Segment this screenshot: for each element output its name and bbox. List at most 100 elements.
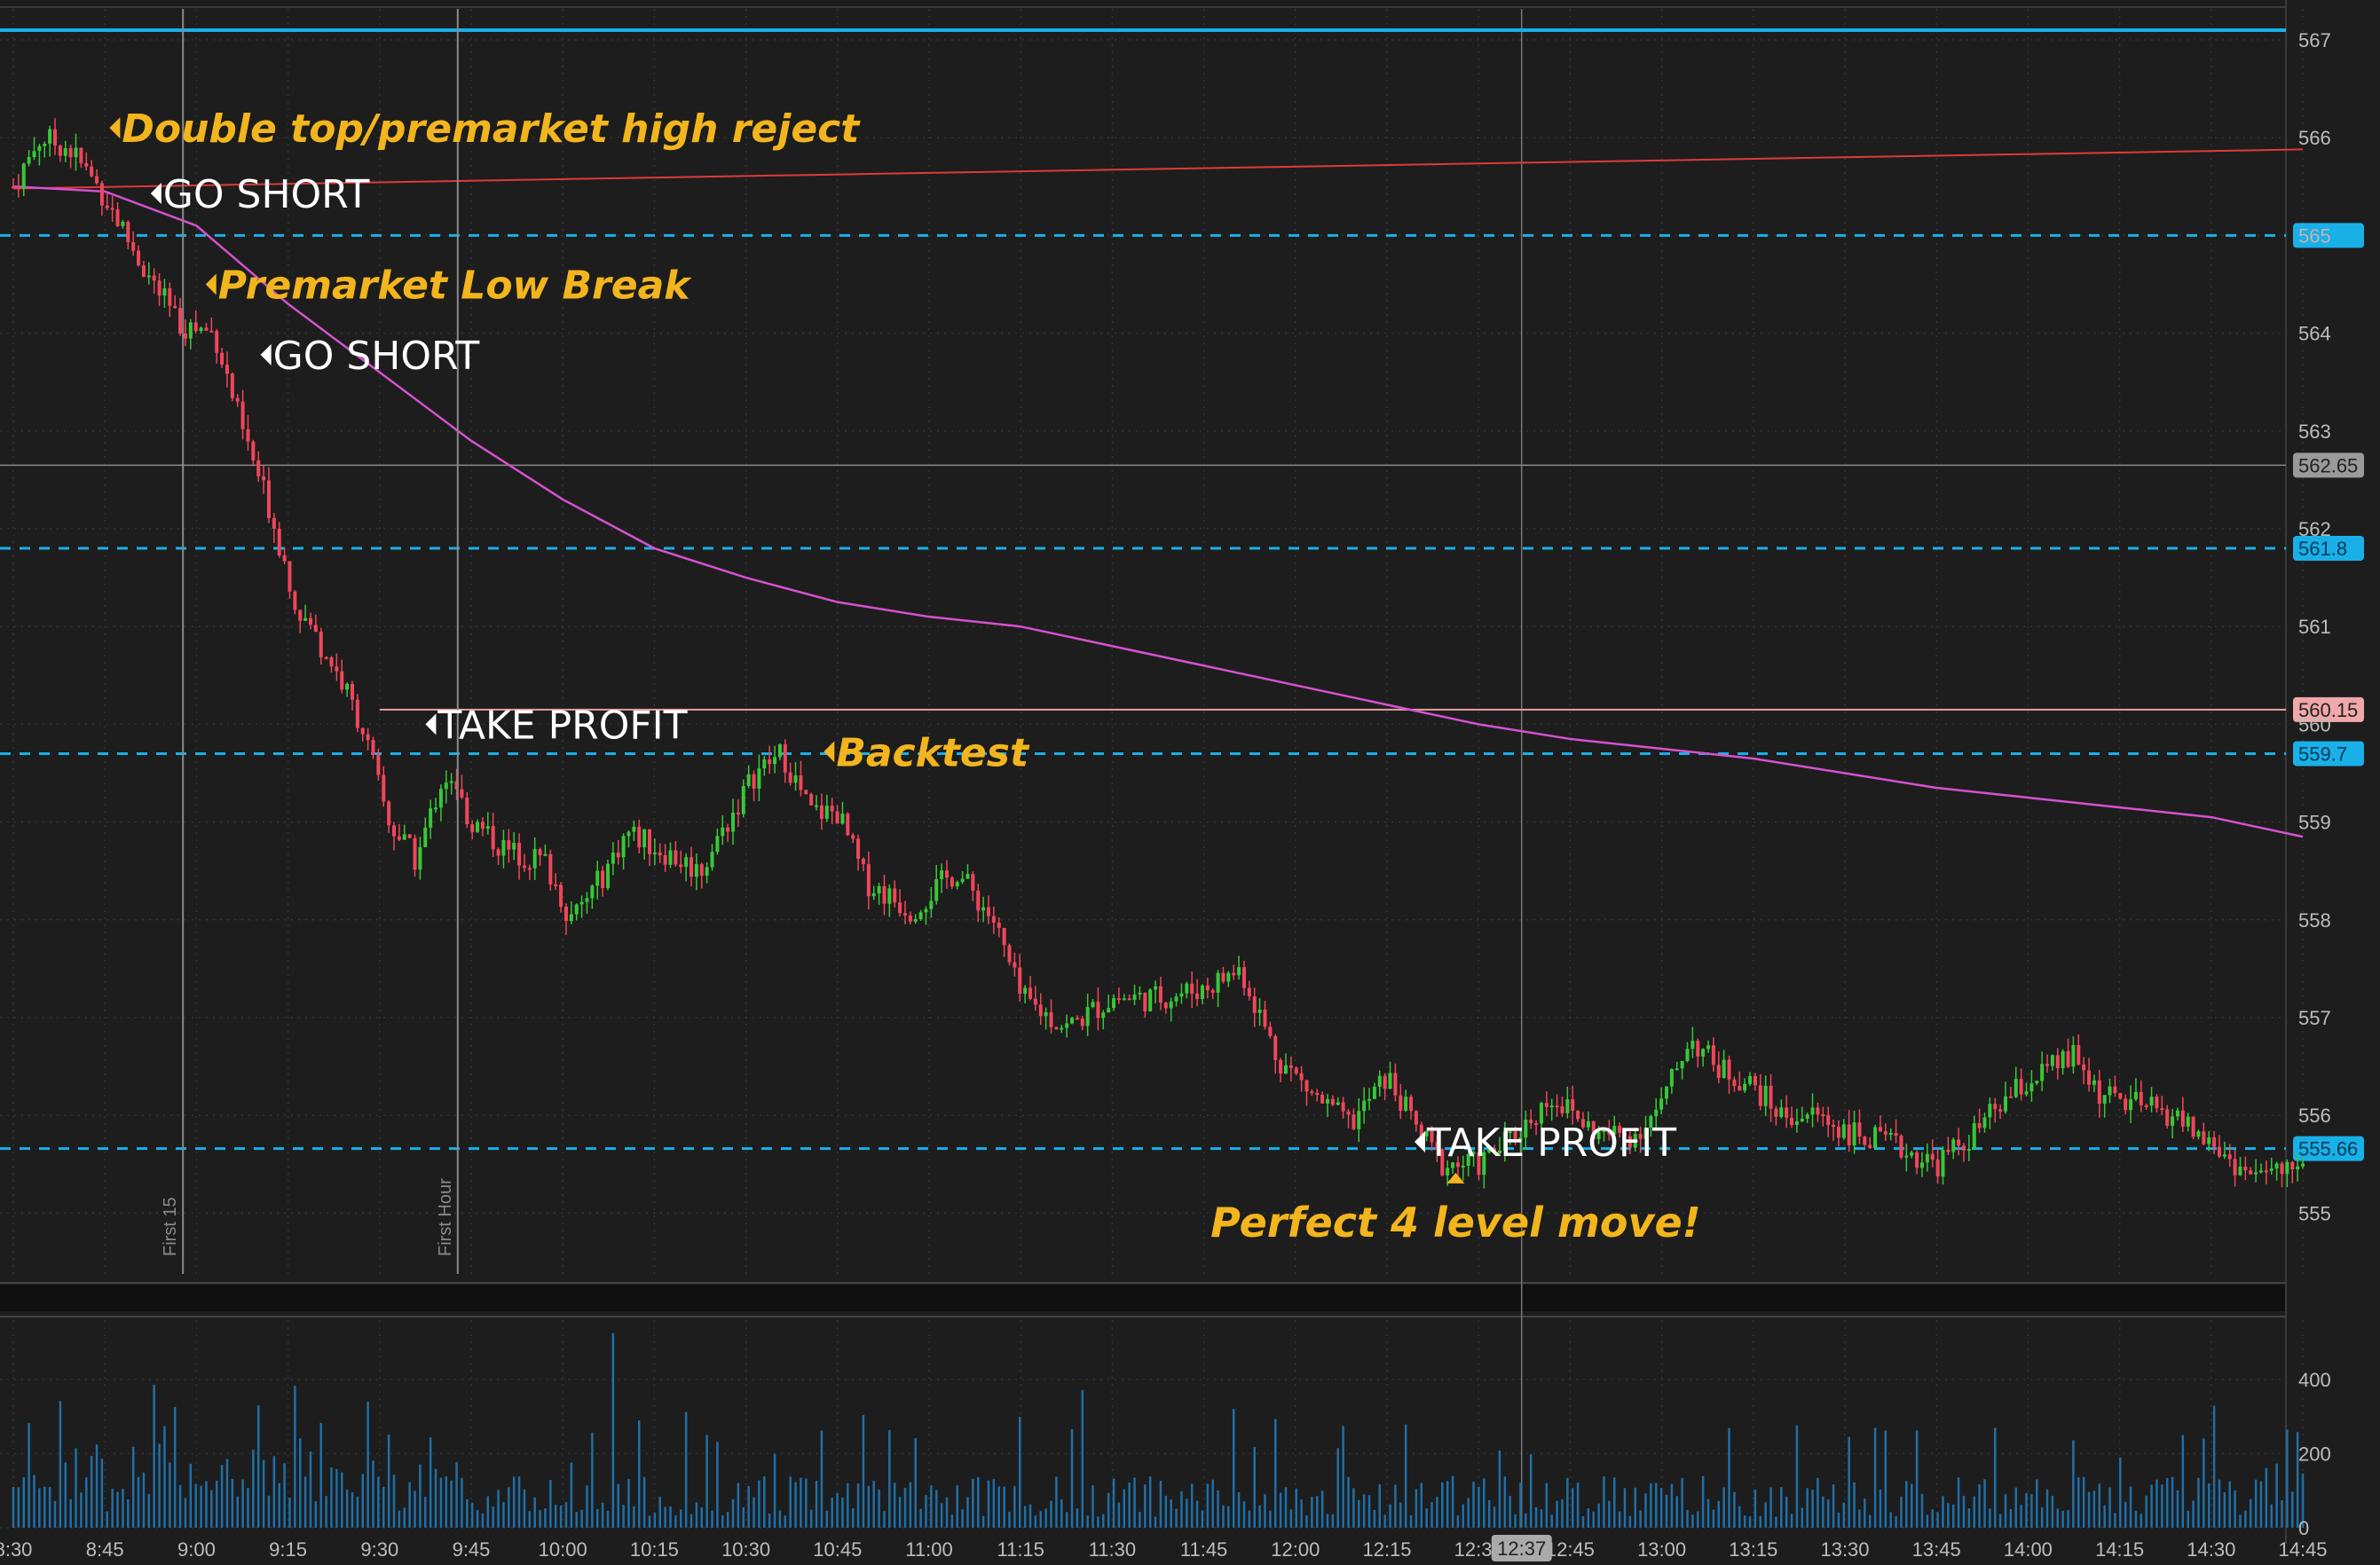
candle-body [898,902,902,914]
candle-body [652,852,657,854]
candle-body [95,176,99,184]
candle-body [1023,987,1028,995]
candle-body [1383,1075,1387,1089]
candle-body [303,617,308,621]
candle-body [882,885,887,904]
candle-body [590,885,595,899]
annotation-text: Double top/premarket high reject [122,106,861,152]
candle-body [1216,972,1220,993]
candle-body [569,914,573,922]
candle-body [1878,1127,1882,1132]
annotation-pointer [425,713,437,735]
candle-body [1096,1002,1100,1018]
candle-body [2149,1097,2154,1106]
time-tick-label: 11:45 [1180,1538,1227,1561]
candle-body [1158,986,1162,1003]
candle-body [126,222,130,243]
candle-body [157,280,162,296]
candle-body [1112,998,1116,1009]
candle-body [1722,1059,1726,1079]
candle-body [736,813,740,815]
candle-body [438,789,443,808]
candle-body [110,208,114,210]
annotation-text: GO SHORT [163,172,370,217]
candle-body [1832,1124,1836,1128]
candle-body [1241,967,1246,988]
candle-body [423,827,428,847]
time-tick-label: 10:30 [721,1538,770,1561]
candle-body [2061,1050,2065,1069]
level-label-bg [2293,696,2364,722]
candle-body [277,528,281,556]
candle-body [1665,1086,1669,1099]
candle-body [918,912,923,920]
price-tick-label: 555 [2298,1202,2331,1224]
candle-body [465,797,469,825]
candle-body [1633,1134,1637,1148]
candle-body [2087,1070,2092,1085]
candle-body [705,867,709,877]
candle-body [1919,1162,1924,1168]
candle-body [871,893,876,897]
candle-body [611,852,615,864]
candle-body [1482,1152,1486,1176]
candle-body [788,772,792,783]
candle-body [965,874,970,879]
annotation-pointer [824,741,835,763]
candle-body [647,829,651,854]
candle-body [1946,1149,1950,1152]
candle-body [1868,1144,1872,1149]
candle-body [1346,1111,1351,1115]
candle-body [2108,1086,2112,1096]
candle-body [32,151,36,158]
candle-body [1330,1098,1335,1105]
annotation-text: TAKE PROFIT [1426,1121,1676,1166]
candle-body [721,827,725,837]
candle-body [627,831,631,837]
candle-body [1738,1086,1742,1091]
candle-body [2144,1105,2148,1107]
candle-body [1836,1127,1840,1138]
candle-body [1132,994,1137,1000]
candle-body [1399,1095,1403,1111]
candle-body [105,205,109,208]
candle-body [517,842,522,866]
annotation-pointer [1446,1172,1465,1184]
candle-body [2055,1055,2060,1069]
time-tick-label: 10:15 [630,1538,679,1561]
candle-body [1279,1059,1283,1073]
level-label: 565 [2298,224,2331,247]
candle-body [1221,972,1225,982]
candle-body [209,330,214,333]
candle-body [1800,1118,1804,1121]
candle-body [2175,1110,2179,1117]
candle-body [1732,1079,1737,1087]
candle-body [637,826,642,848]
candle-body [887,888,892,904]
candle-body [1205,985,1210,991]
candle-body [1675,1068,1679,1071]
time-tick-label: 8:30 [0,1538,32,1561]
level-label: 562.65 [2298,454,2358,476]
candle-body [188,322,193,339]
candle-body [1883,1131,1887,1135]
candle-body [1998,1109,2003,1112]
candle-body [429,808,433,828]
candle-body [84,162,89,167]
candle-body [1961,1145,1966,1151]
candle-body [1352,1114,1356,1129]
candle-body [1549,1105,1554,1108]
candle-body [266,480,271,518]
candle-body [924,908,928,913]
candle-body [2082,1064,2086,1071]
candle-body [1565,1099,1570,1113]
candle-body [1638,1134,1643,1139]
candle-body [1841,1124,1846,1138]
candle-body [1972,1123,1976,1150]
candle-body [1430,1130,1434,1143]
candle-body [2180,1110,2185,1127]
candle-body [1966,1149,1971,1152]
candle-body [1289,1065,1293,1068]
candle-body [1627,1136,1632,1148]
